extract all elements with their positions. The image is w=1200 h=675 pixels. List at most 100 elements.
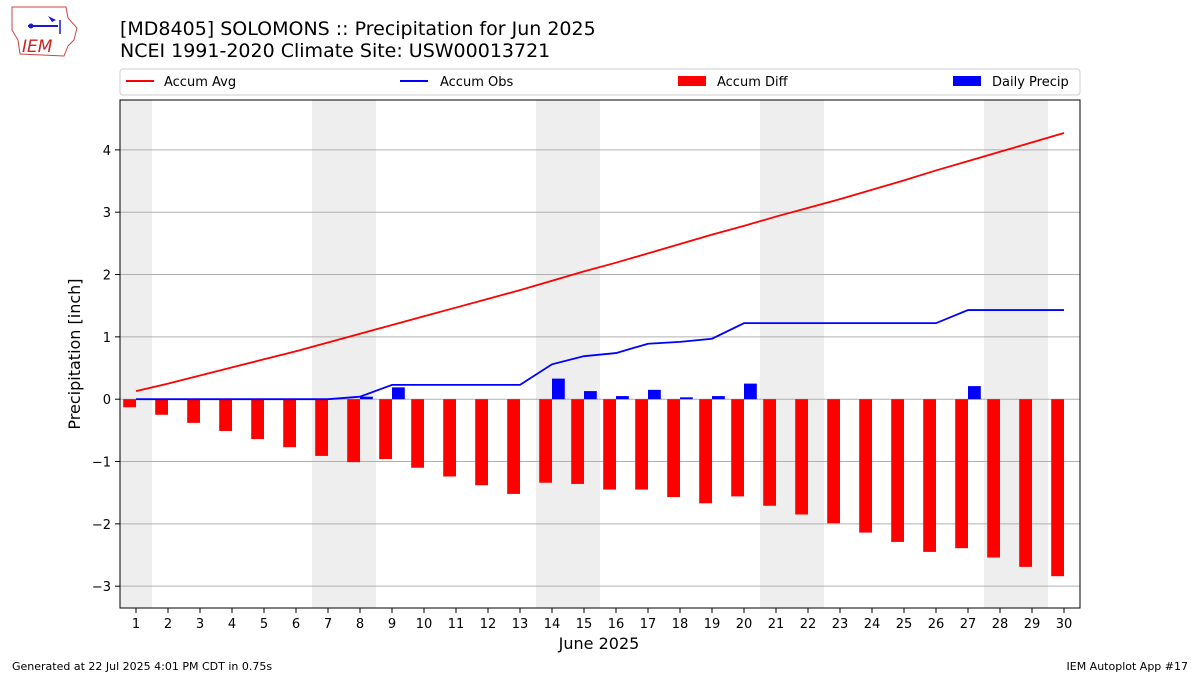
plot-frame bbox=[119, 99, 1081, 609]
daily-precip-bar bbox=[968, 386, 981, 400]
x-tick-label: 7 bbox=[324, 617, 332, 632]
accum-diff-bar bbox=[475, 399, 488, 486]
iem-logo: IEM bbox=[11, 6, 78, 57]
accum-diff-bar bbox=[859, 399, 872, 533]
accum-diff-bar bbox=[987, 399, 1000, 558]
x-tick-label: 8 bbox=[356, 617, 364, 632]
x-tick-label: 10 bbox=[416, 617, 433, 632]
y-axis-label: Precipitation [inch] bbox=[65, 278, 84, 429]
x-tick-label: 18 bbox=[672, 617, 689, 632]
accum-diff-bar bbox=[507, 399, 520, 494]
accum-diff-bar bbox=[955, 399, 968, 549]
accum-diff-bar bbox=[347, 399, 360, 463]
accum-diff-bar bbox=[923, 399, 936, 552]
x-tick-label: 30 bbox=[1056, 617, 1073, 632]
logo-text: IEM bbox=[22, 37, 53, 57]
daily-precip-bar bbox=[648, 389, 661, 400]
accum-avg-line bbox=[135, 132, 1065, 392]
weekend-shade bbox=[536, 100, 568, 608]
legend-label-accum-obs: Accum Obs bbox=[440, 75, 513, 90]
x-tick-label: 19 bbox=[704, 617, 721, 632]
x-tick-label: 15 bbox=[576, 617, 593, 632]
footer-app: IEM Autoplot App #17 bbox=[1066, 660, 1189, 673]
y-tick-label: 3 bbox=[103, 206, 111, 221]
x-tick-label: 26 bbox=[928, 617, 945, 632]
accum-diff-bar bbox=[283, 399, 296, 448]
y-tick-label: 2 bbox=[103, 269, 111, 284]
daily-precip-bar bbox=[360, 396, 373, 400]
weekend-shade bbox=[568, 100, 600, 608]
accum-diff-bar bbox=[251, 399, 264, 440]
weekend-shade bbox=[792, 100, 824, 608]
daily-precip-bar bbox=[552, 378, 565, 400]
accum-diff-bar bbox=[315, 399, 328, 456]
accum-diff-bar bbox=[443, 399, 456, 477]
x-tick-label: 5 bbox=[260, 617, 268, 632]
x-tick-label: 11 bbox=[448, 617, 465, 632]
x-tick-label: 13 bbox=[512, 617, 529, 632]
legend-label-daily-precip: Daily Precip bbox=[992, 75, 1069, 90]
x-tick-label: 9 bbox=[388, 617, 396, 632]
x-tick-label: 2 bbox=[164, 617, 172, 632]
x-axis-label: June 2025 bbox=[558, 634, 640, 653]
accum-diff-bar bbox=[187, 399, 200, 423]
x-tick-label: 12 bbox=[480, 617, 497, 632]
y-tick-label: −2 bbox=[92, 518, 111, 533]
x-tick-label: 6 bbox=[292, 617, 300, 632]
x-tick-label: 4 bbox=[228, 617, 236, 632]
x-tick-label: 22 bbox=[800, 617, 817, 632]
footer-generated: Generated at 22 Jul 2025 4:01 PM CDT in … bbox=[12, 660, 273, 673]
x-tick-label: 1 bbox=[132, 617, 140, 632]
x-tick-label: 3 bbox=[196, 617, 204, 632]
accum-diff-bar bbox=[1051, 399, 1064, 577]
daily-precip-bar bbox=[744, 383, 757, 400]
daily-precip-bar bbox=[584, 391, 597, 400]
x-tick-label: 16 bbox=[608, 617, 625, 632]
legend-swatch-accum-diff bbox=[678, 76, 706, 86]
x-tick-label: 23 bbox=[832, 617, 849, 632]
y-tick-label: −1 bbox=[92, 456, 111, 471]
x-tick-label: 20 bbox=[736, 617, 753, 632]
accum-diff-bar bbox=[155, 399, 168, 415]
legend: Accum Avg Accum Obs Accum Diff Daily Pre… bbox=[119, 68, 1081, 96]
chart-title: [MD8405] SOLOMONS :: Precipitation for J… bbox=[120, 18, 596, 40]
x-tick-label: 28 bbox=[992, 617, 1009, 632]
chart-subtitle: NCEI 1991-2020 Climate Site: USW00013721 bbox=[120, 40, 551, 62]
weekend-shade bbox=[120, 100, 152, 608]
x-tick-label: 17 bbox=[640, 617, 657, 632]
legend-label-accum-avg: Accum Avg bbox=[164, 75, 236, 90]
accum-diff-bar bbox=[699, 399, 712, 504]
weekend-shade bbox=[312, 100, 344, 608]
accum-diff-bar bbox=[731, 399, 744, 497]
accum-diff-bar bbox=[763, 399, 776, 506]
accum-obs-line bbox=[136, 309, 1064, 401]
x-tick-label: 25 bbox=[896, 617, 913, 632]
weekend-shade bbox=[344, 100, 376, 608]
legend-label-accum-diff: Accum Diff bbox=[717, 75, 789, 90]
accum-diff-bar bbox=[123, 399, 136, 408]
y-tick-label: 4 bbox=[103, 144, 111, 159]
accum-diff-bar bbox=[603, 399, 616, 490]
x-tick-label: 24 bbox=[864, 617, 881, 632]
accum-diff-bar bbox=[379, 399, 392, 460]
y-tick-label: 0 bbox=[103, 393, 111, 408]
weekend-shade bbox=[760, 100, 792, 608]
daily-precip-bar bbox=[680, 397, 693, 400]
accum-diff-bar bbox=[411, 399, 424, 468]
x-tick-label: 14 bbox=[544, 617, 561, 632]
accum-diff-bar bbox=[827, 399, 840, 524]
daily-precip-bar bbox=[616, 396, 629, 400]
accum-diff-bar bbox=[571, 399, 584, 484]
accum-diff-bar bbox=[891, 399, 904, 542]
y-tick-label: −3 bbox=[92, 580, 111, 595]
accum-diff-bar bbox=[795, 399, 808, 515]
daily-precip-bar bbox=[392, 387, 405, 400]
accum-diff-bar bbox=[539, 399, 552, 483]
accum-diff-bar bbox=[667, 399, 680, 498]
accum-diff-bar bbox=[635, 399, 648, 490]
legend-swatch-daily-precip bbox=[953, 76, 981, 86]
x-tick-label: 21 bbox=[768, 617, 785, 632]
x-tick-label: 27 bbox=[960, 617, 977, 632]
accum-diff-bar bbox=[219, 399, 232, 431]
